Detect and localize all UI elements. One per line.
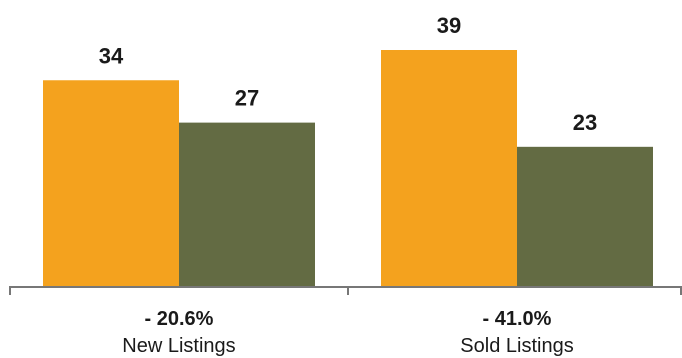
- bar-sold-listings-1: [381, 50, 517, 286]
- data-label: 39: [437, 13, 461, 38]
- bar-new-listings-2: [179, 122, 315, 286]
- category-tick-label: New Listings: [122, 335, 235, 357]
- percent-change-label: - 20.6%: [145, 308, 214, 330]
- data-label: 23: [573, 110, 597, 135]
- data-label: 34: [99, 43, 124, 68]
- bar-sold-listings-2: [517, 146, 653, 286]
- data-label: 27: [235, 86, 259, 111]
- percent-change-label: - 41.0%: [483, 308, 552, 330]
- category-tick-label: Sold Listings: [460, 335, 573, 357]
- bar-new-listings-1: [43, 80, 179, 286]
